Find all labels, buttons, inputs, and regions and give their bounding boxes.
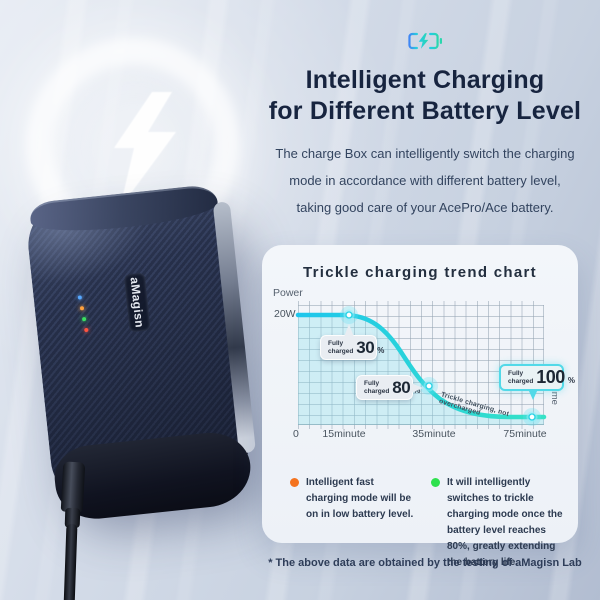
chart-legend-notes: Intelligent fast charging mode will be o…	[290, 475, 564, 571]
callout-pointer	[411, 383, 423, 393]
x-axis-label: time	[549, 387, 560, 405]
callout-fully-charged-80: Fully charged 80 %	[356, 375, 423, 400]
x-tick-75: 75minute	[503, 428, 547, 440]
title-line-1: Intelligent Charging	[305, 66, 545, 94]
powerbank-product-photo: aMagisn	[24, 183, 256, 523]
callout-value: 80	[392, 377, 411, 397]
battery-charging-icon	[252, 32, 598, 52]
usb-c-plug	[60, 461, 86, 513]
page-title: Intelligent Charging for Different Batte…	[252, 65, 598, 127]
note-trickle-charging: It will intelligently switches to trickl…	[431, 475, 564, 571]
title-line-2: for Different Battery Level	[268, 97, 582, 125]
brand-logo-text: aMagisn	[127, 276, 147, 329]
y-axis-label: Power	[273, 287, 303, 299]
callout-value: 100	[536, 367, 565, 387]
x-tick-0: 0	[293, 428, 299, 440]
description-line: The charge Box can intelligently switch …	[275, 146, 575, 161]
data-point-100pct	[523, 408, 541, 426]
hero-text-block: Intelligent Charging for Different Batte…	[252, 32, 598, 221]
note-text: It will intelligently switches to trickl…	[447, 477, 563, 568]
page-description: The charge Box can intelligently switch …	[252, 140, 598, 221]
x-tick-35: 35minute	[412, 428, 456, 440]
callout-unit: %	[377, 346, 385, 355]
note-fast-charging: Intelligent fast charging mode will be o…	[290, 475, 418, 571]
description-line: taking good care of your AcePro/Ace batt…	[296, 200, 554, 215]
orange-dot-icon	[290, 478, 299, 487]
power-curve	[295, 312, 547, 420]
footnote: * The above data are obtained by the tes…	[268, 557, 582, 569]
callout-label: Fully charged	[508, 370, 534, 385]
callout-unit: %	[567, 376, 575, 385]
callout-fully-charged-100: Fully charged 100 %	[499, 364, 575, 400]
y-axis-tick-20w: 20W	[274, 308, 296, 320]
callout-value: 30	[356, 337, 375, 357]
note-text: Intelligent fast charging mode will be o…	[306, 477, 414, 520]
chart-title: Trickle charging trend chart	[303, 264, 537, 281]
charging-cable	[63, 523, 78, 600]
trend-chart-card: Trickle charging trend chart Power 20W t…	[262, 245, 578, 568]
green-dot-icon	[431, 478, 440, 487]
callout-pointer	[528, 389, 538, 400]
callout-label: Fully charged	[364, 380, 390, 395]
description-line: mode in accordance with different batter…	[289, 173, 561, 188]
callout-label: Fully charged	[328, 340, 354, 355]
data-point-80pct	[420, 377, 438, 395]
data-point-30pct	[340, 306, 358, 324]
lightning-bolt-icon	[114, 92, 176, 208]
callout-fully-charged-30: Fully charged 30 %	[320, 324, 384, 360]
x-tick-15: 15minute	[322, 428, 366, 440]
callout-pointer	[344, 324, 354, 337]
